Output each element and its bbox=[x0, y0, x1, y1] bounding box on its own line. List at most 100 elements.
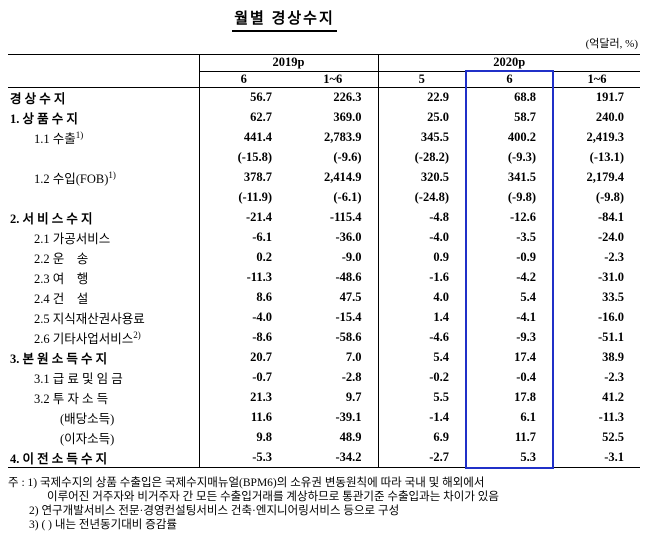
cell-value: (-13.1) bbox=[589, 150, 625, 164]
year-header-row: 2019p 2020p bbox=[8, 54, 641, 72]
cell-value: -16.0 bbox=[597, 310, 625, 324]
table-row: 2.4 건 설 8.6 47.5 4.0 5.4 33.5 bbox=[8, 287, 640, 308]
cell-value: 5.3 bbox=[465, 447, 555, 469]
table-row: (-15.8) (-9.6) (-28.2) (-9.3) (-13.1) bbox=[8, 147, 640, 168]
row-label: 2.3 여 행 bbox=[34, 272, 89, 286]
cell-value: -4.8 bbox=[377, 207, 467, 228]
cell-value: 58.7 bbox=[465, 107, 555, 128]
month-header: 6 bbox=[465, 70, 555, 88]
table-row: 2.1 가공서비스 -6.1 -36.0 -4.0 -3.5 -24.0 bbox=[8, 227, 640, 248]
cell-value: 5.5 bbox=[377, 387, 467, 408]
title-area: 월별 경상수지 bbox=[0, 0, 647, 32]
cell-value: (-11.9) bbox=[198, 187, 288, 208]
cell-value: -9.3 bbox=[465, 327, 555, 348]
row-label: 2. 서 비 스 수 지 bbox=[10, 212, 93, 226]
table-row: 4. 이 전 소 득 수 지 -5.3 -34.2 -2.7 5.3 -3.1 bbox=[8, 447, 641, 469]
cell-value: 52.5 bbox=[602, 430, 625, 444]
row-label: 3.2 투 자 소 득 bbox=[34, 392, 109, 406]
cell-value: 7.0 bbox=[345, 350, 362, 364]
cell-value: 345.5 bbox=[377, 127, 467, 148]
cell-value: 6.9 bbox=[377, 427, 467, 448]
year-header: 2019p bbox=[198, 54, 379, 72]
row-label: 2.6 기타사업서비스2) bbox=[34, 329, 141, 346]
cell-value: -3.5 bbox=[465, 227, 555, 248]
cell-value: 25.0 bbox=[377, 107, 467, 128]
cell-value: -36.0 bbox=[335, 230, 362, 244]
cell-value: 17.8 bbox=[465, 387, 555, 408]
cell-value: 41.2 bbox=[602, 390, 625, 404]
cell-value: 240.0 bbox=[595, 110, 625, 124]
cell-value: 68.8 bbox=[465, 87, 555, 108]
cell-value: -6.1 bbox=[198, 227, 288, 248]
cell-value: 400.2 bbox=[465, 127, 555, 148]
cell-value: (-24.8) bbox=[377, 187, 467, 208]
cell-value: 33.5 bbox=[602, 290, 625, 304]
row-label: 2.2 운 송 bbox=[34, 252, 89, 266]
table-row: (배당소득) 11.6 -39.1 -1.4 6.1 -11.3 bbox=[8, 407, 640, 428]
cell-value: 441.4 bbox=[198, 127, 288, 148]
cell-value: -31.0 bbox=[597, 270, 625, 284]
row-label: 3. 본 원 소 득 수 지 bbox=[10, 352, 108, 366]
table-row: 2.6 기타사업서비스2) -8.6 -58.6 -4.6 -9.3 -51.1 bbox=[8, 327, 640, 348]
cell-value: -39.1 bbox=[335, 410, 362, 424]
table-row: (이자소득) 9.8 48.9 6.9 11.7 52.5 bbox=[8, 427, 640, 448]
row-label bbox=[8, 188, 199, 208]
row-label: (이자소득) bbox=[60, 432, 115, 446]
year-header: 2020p bbox=[377, 54, 641, 72]
cell-value: -2.3 bbox=[604, 370, 625, 384]
table-row: 1.2 수입(FOB)1) 378.7 2,414.9 320.5 341.5 2,179… bbox=[8, 167, 640, 188]
cell-value: 191.7 bbox=[595, 90, 625, 105]
unit-label: (억달러, %) bbox=[585, 38, 638, 50]
cell-value: 17.4 bbox=[465, 347, 555, 368]
cell-value: 0.2 bbox=[198, 247, 288, 268]
row-label: 1. 상 품 수 지 bbox=[10, 112, 78, 126]
table-row: 3. 본 원 소 득 수 지 20.7 7.0 5.4 17.4 38.9 bbox=[8, 347, 640, 368]
cell-value: 226.3 bbox=[333, 90, 362, 105]
cell-value: -51.1 bbox=[597, 330, 625, 344]
table-row: 1. 상 품 수 지 62.7 369.0 25.0 58.7 240.0 bbox=[8, 107, 640, 128]
cell-value: -34.2 bbox=[288, 447, 379, 468]
row-label: 3.1 급 료 및 임 금 bbox=[34, 372, 123, 386]
cell-value: 56.7 bbox=[198, 87, 288, 108]
cell-value: 2,414.9 bbox=[324, 170, 362, 184]
cell-value: -24.0 bbox=[597, 230, 625, 244]
cell-value: 20.7 bbox=[198, 347, 288, 368]
cell-value: 1.4 bbox=[377, 307, 467, 328]
footnote-sup: 1) bbox=[75, 129, 84, 140]
cell-value: 11.7 bbox=[465, 427, 555, 448]
cell-value: (-9.6) bbox=[333, 150, 362, 164]
cell-value: -21.4 bbox=[198, 207, 288, 228]
notes: 주 : 1) 국제수지의 상품 수출입은 국제수지매뉴얼(BPM6)의 소유권 … bbox=[8, 476, 647, 532]
cell-value: (-9.8) bbox=[465, 187, 555, 208]
cell-value: -115.4 bbox=[329, 210, 362, 224]
note-line: 3) ( ) 내는 전년동기대비 증감률 bbox=[29, 518, 177, 531]
cell-value: 9.8 bbox=[198, 427, 288, 448]
cell-value: -5.3 bbox=[198, 447, 288, 468]
cell-value: (-6.1) bbox=[333, 190, 362, 204]
cell-value: 21.3 bbox=[198, 387, 288, 408]
footnote-sup: 1) bbox=[108, 169, 116, 180]
month-header: 6 bbox=[198, 71, 288, 88]
page-title: 월별 경상수지 bbox=[232, 7, 337, 32]
cell-value: -2.8 bbox=[341, 370, 362, 384]
cell-value: -4.1 bbox=[465, 307, 555, 328]
cell-value: 378.7 bbox=[198, 167, 288, 188]
cell-value: 4.0 bbox=[377, 287, 467, 308]
current-account-table: 2019p 2020p 6 1~6 5 6 1~6 경 상 수 지 56.7 226.3 22.9… bbox=[8, 54, 641, 469]
table-row: 2.5 지식재산권사용료 -4.0 -15.4 1.4 -4.1 -16.0 bbox=[8, 307, 640, 328]
note-line: 이루어진 거주자와 비거주자 간 모든 수출입거래를 계상하므로 통관기준 수출… bbox=[47, 490, 499, 503]
cell-value: (-28.2) bbox=[377, 147, 467, 168]
cell-value: -12.6 bbox=[465, 207, 555, 228]
corner-cell bbox=[8, 54, 199, 71]
table-row: 3.1 급 료 및 임 금 -0.7 -2.8 -0.2 -0.4 -2.3 bbox=[8, 367, 640, 388]
cell-value: -2.3 bbox=[604, 250, 625, 264]
cell-value: 47.5 bbox=[339, 290, 362, 304]
cell-value: 320.5 bbox=[377, 167, 467, 188]
month-header: 1~6 bbox=[553, 71, 641, 88]
row-label: 2.1 가공서비스 bbox=[34, 232, 111, 246]
row-label: 4. 이 전 소 득 수 지 bbox=[8, 447, 199, 468]
cell-value: 341.5 bbox=[465, 167, 555, 188]
cell-value: -1.4 bbox=[377, 407, 467, 428]
note-line: 주 : 1) 국제수지의 상품 수출입은 국제수지매뉴얼(BPM6)의 소유권 … bbox=[8, 476, 485, 489]
table-row: 2.3 여 행 -11.3 -48.6 -1.6 -4.2 -31.0 bbox=[8, 267, 640, 288]
